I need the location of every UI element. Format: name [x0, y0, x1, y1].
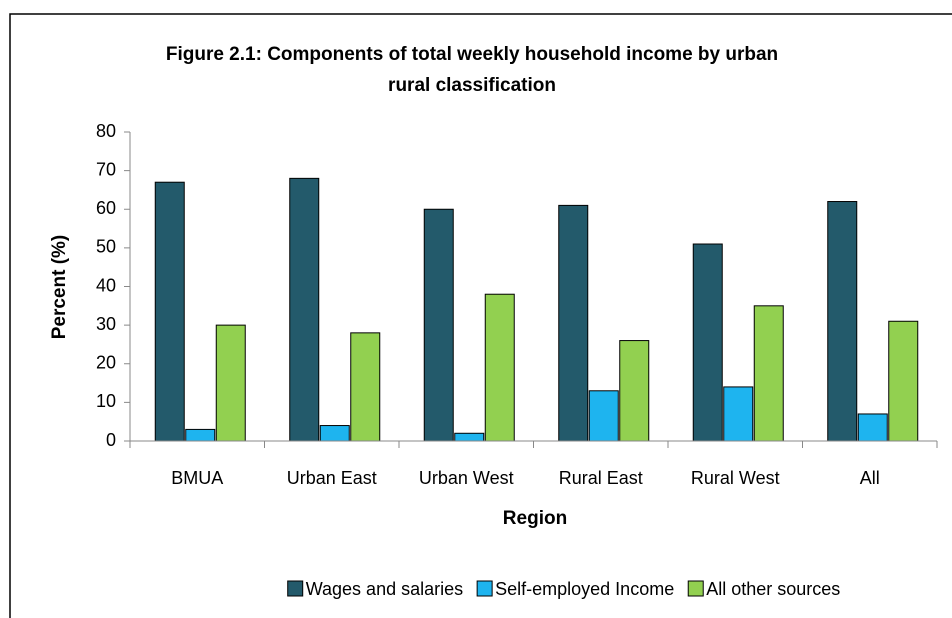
y-tick-label: 0: [106, 430, 116, 450]
bar: [319, 425, 350, 442]
bar: [857, 413, 888, 442]
y-tick-label: 40: [96, 275, 116, 295]
y-tick-label: 50: [96, 237, 116, 257]
legend-label: Wages and salaries: [306, 579, 463, 599]
bar: [185, 428, 216, 442]
legend-label: Self-employed Income: [495, 579, 674, 599]
chart-frame: [9, 13, 952, 618]
y-tick-label: 70: [96, 159, 116, 179]
x-axis-title: Region: [503, 508, 567, 529]
bar: [289, 177, 320, 442]
bar: [827, 201, 858, 442]
bar: [588, 390, 619, 442]
y-tick-label: 80: [96, 121, 116, 141]
bar: [215, 324, 246, 442]
chart-title: Figure 2.1: Components of total weekly h…: [166, 44, 778, 65]
bar: [753, 305, 784, 442]
bar: [423, 208, 454, 442]
chart-title: rural classification: [388, 75, 556, 96]
legend-swatch: [287, 580, 304, 597]
y-axis-title: Percent (%): [49, 235, 70, 340]
legend-label: All other sources: [706, 579, 840, 599]
bar: [558, 204, 589, 442]
bar: [723, 386, 754, 442]
legend-swatch: [687, 580, 704, 597]
bar: [888, 320, 919, 442]
x-tick-label: All: [860, 468, 880, 488]
bar: [350, 332, 381, 442]
bar: [454, 432, 485, 442]
legend-swatch: [476, 580, 493, 597]
bar: [692, 243, 723, 442]
x-tick-label: Rural West: [691, 468, 780, 488]
bar: [619, 340, 650, 442]
y-tick-label: 20: [96, 353, 116, 373]
bar: [484, 293, 515, 442]
x-tick-label: BMUA: [171, 468, 223, 488]
y-tick-label: 10: [96, 391, 116, 411]
x-tick-label: Urban East: [287, 468, 377, 488]
y-tick-label: 30: [96, 314, 116, 334]
y-tick-label: 60: [96, 198, 116, 218]
bar: [154, 181, 185, 442]
x-tick-label: Rural East: [559, 468, 643, 488]
x-tick-label: Urban West: [419, 468, 514, 488]
